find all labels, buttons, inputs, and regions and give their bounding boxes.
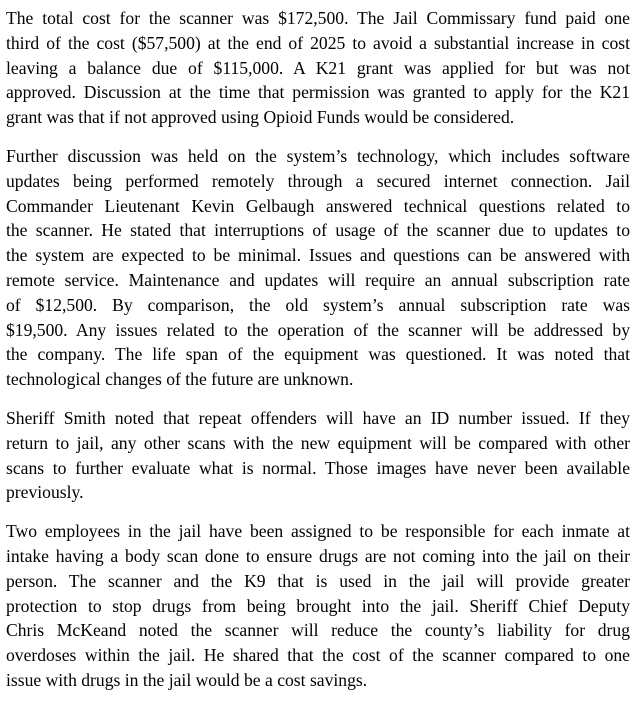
document-body: The total cost for the scanner was $172,… xyxy=(6,6,630,707)
text-line: intake having a body scan done to ensure… xyxy=(6,545,630,566)
text-line: third of the cost ($57,500) at the end o… xyxy=(6,32,630,53)
text-line: The total cost for the scanner was $172,… xyxy=(6,8,630,28)
text-line: Sheriff Smith noted that repeat offender… xyxy=(6,407,630,428)
text-line: Chris McKeand noted the scanner will red… xyxy=(6,620,630,641)
text-line: leaving a balance due of $115,000. A K21… xyxy=(6,57,630,78)
text-line: Two employees in the jail have been assi… xyxy=(6,521,630,542)
paragraph: Further discussion was held on the syste… xyxy=(6,144,630,392)
text-line: person. The scanner and the K9 that is u… xyxy=(6,570,630,591)
paragraph: Two employees in the jail have been assi… xyxy=(6,519,630,693)
text-line: the system are expected to be minimal. I… xyxy=(6,245,630,266)
text-line: scans to further evaluate what is normal… xyxy=(6,457,630,478)
text-line: approved. Discussion at the time that pe… xyxy=(6,82,630,103)
text-line: $19,500. Any issues related to the opera… xyxy=(6,319,630,340)
text-line: remote service. Maintenance and updates … xyxy=(6,269,630,290)
text-line: technological changes of the future are … xyxy=(6,369,354,390)
text-line: grant was that if not approved using Opi… xyxy=(6,107,515,128)
paragraph: The total cost for the scanner was $172,… xyxy=(6,6,630,130)
text-line: previously. xyxy=(6,482,84,503)
text-line: Further discussion was held on the syste… xyxy=(6,145,630,166)
text-line: updates being performed remotely through… xyxy=(6,170,630,191)
text-line: overdoses within the jail. He shared tha… xyxy=(6,645,630,666)
text-line: of $12,500. By comparison, the old syste… xyxy=(6,294,630,315)
text-line: the scanner. He stated that interruption… xyxy=(6,220,630,241)
text-line: issue with drugs in the jail would be a … xyxy=(6,669,368,690)
text-line: protection to stop drugs from being brou… xyxy=(6,595,630,616)
text-line: return to jail, any other scans with the… xyxy=(6,432,630,453)
text-line: the company. The life span of the equipm… xyxy=(6,344,630,365)
text-line: Commander Lieutenant Kevin Gelbaugh answ… xyxy=(6,195,630,216)
paragraph: Sheriff Smith noted that repeat offender… xyxy=(6,406,630,505)
